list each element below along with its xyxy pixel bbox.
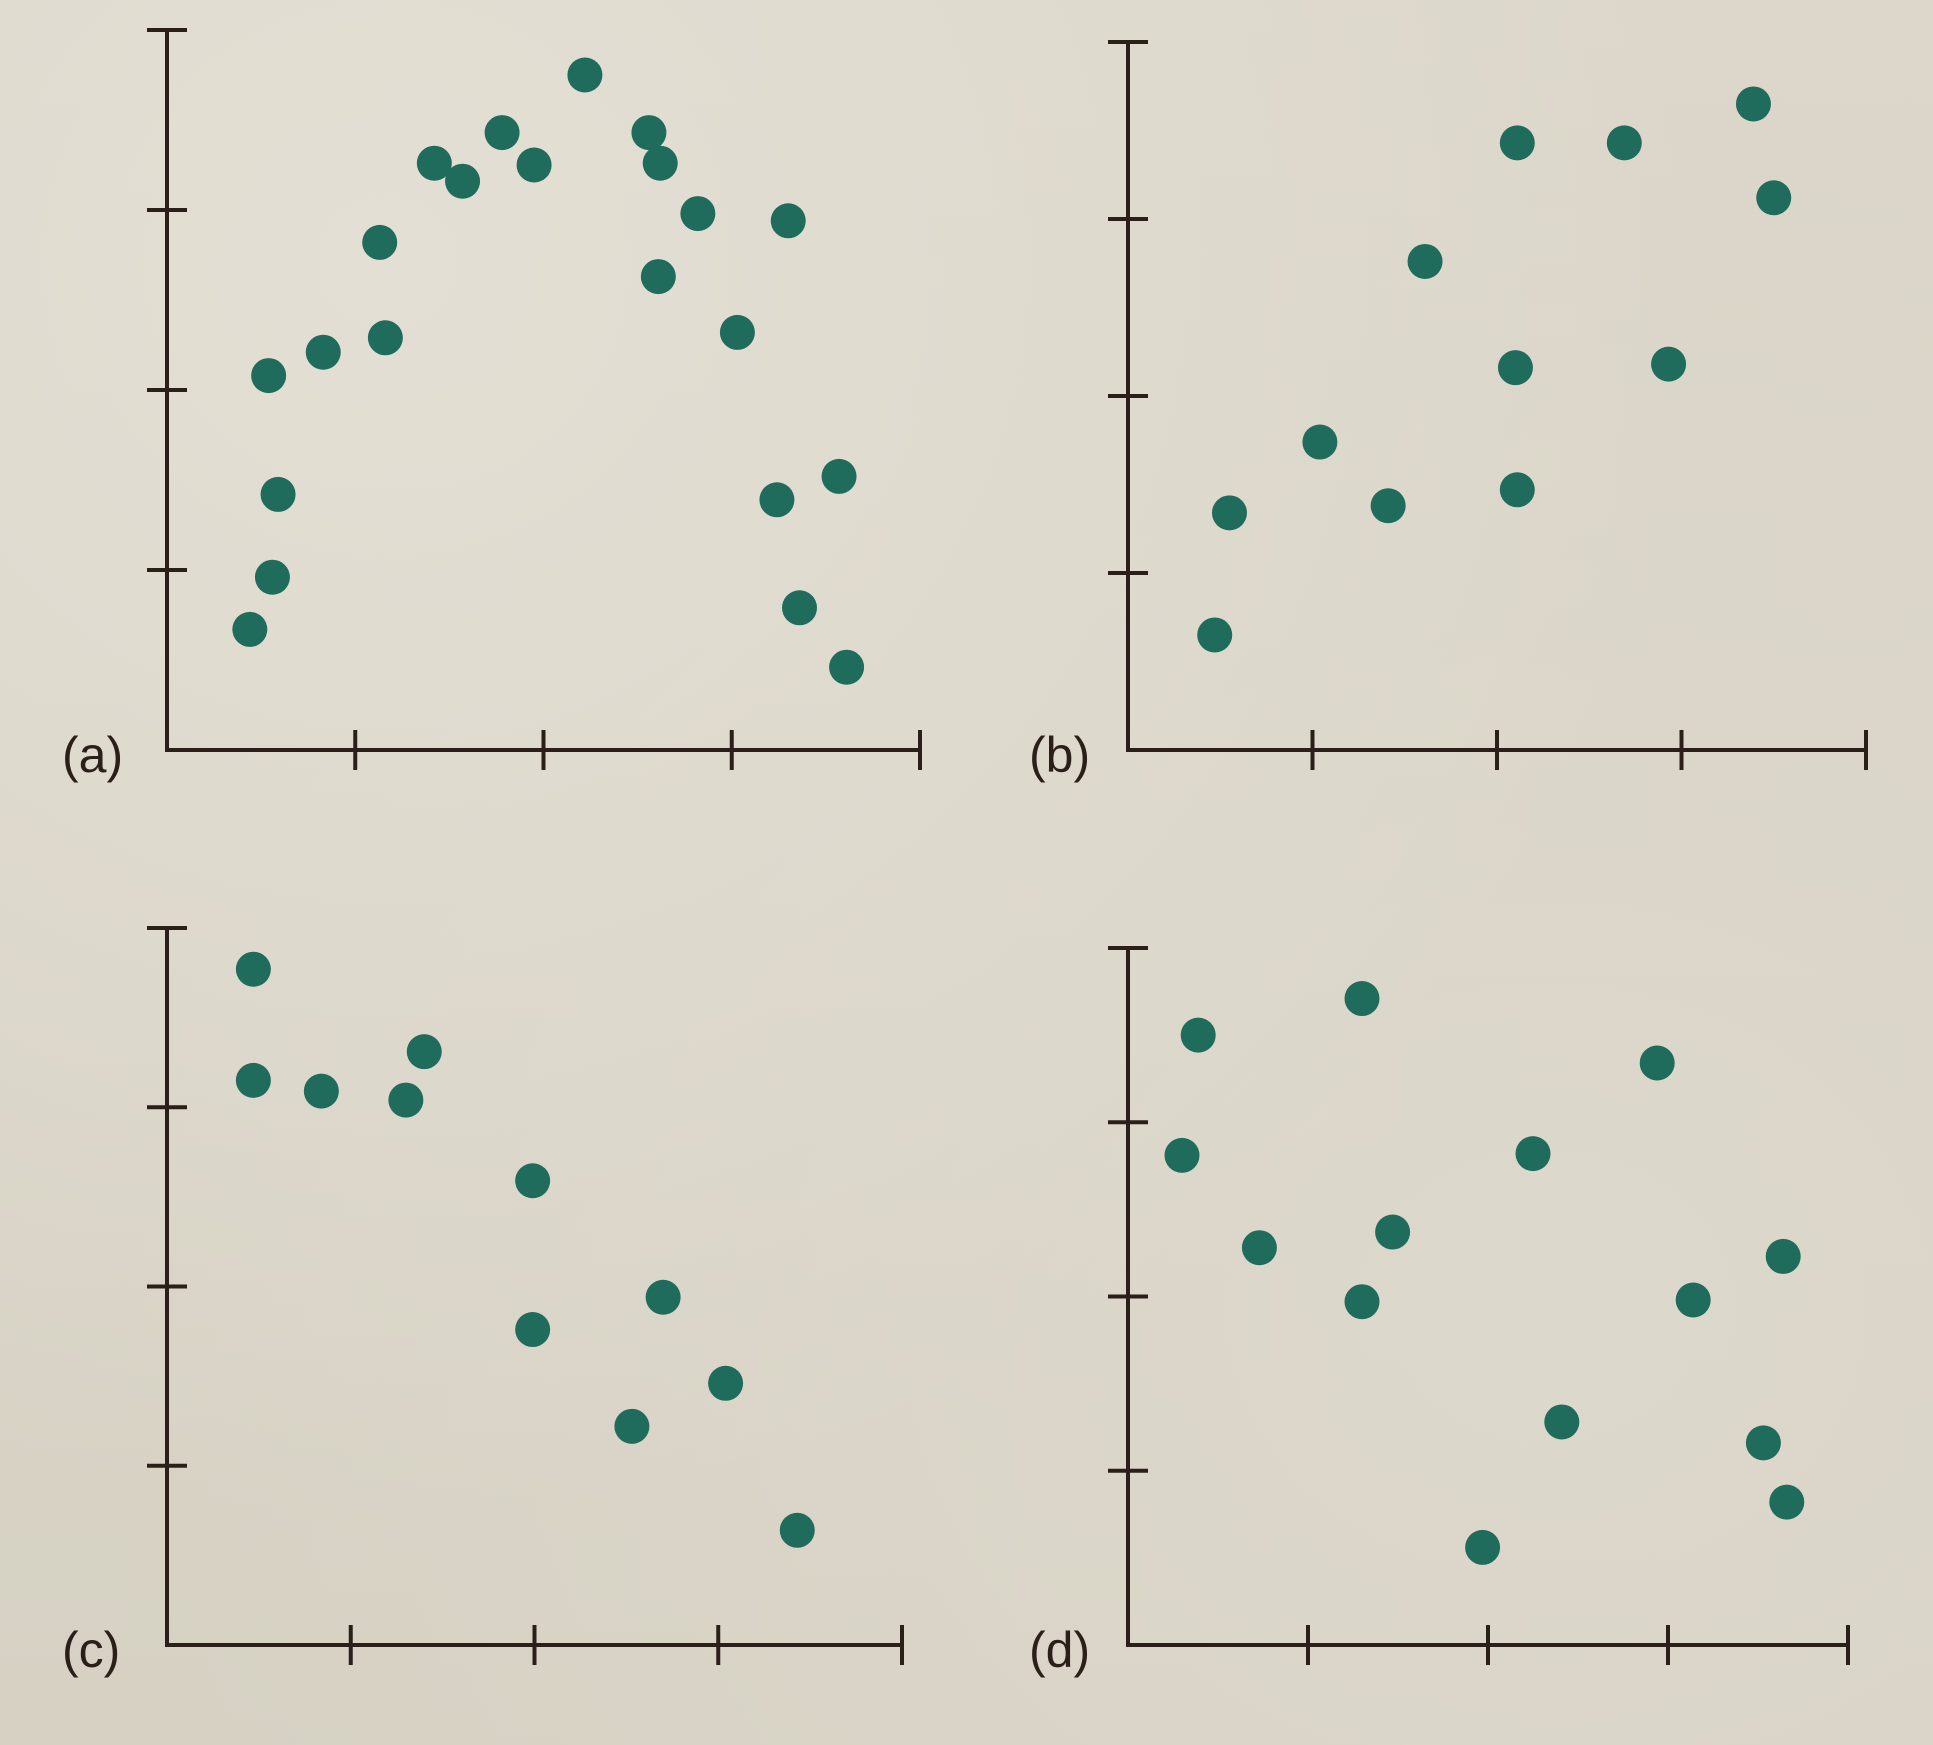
panel-d-point <box>1344 981 1380 1017</box>
panel-a-point <box>445 163 481 199</box>
panel-c-point <box>235 951 271 987</box>
panel-c-point <box>235 1062 271 1098</box>
panel-b-point <box>1407 243 1443 279</box>
panel-a-point <box>640 259 676 295</box>
panel-a-point <box>719 314 755 350</box>
panel-c-point <box>708 1365 744 1401</box>
panel-b-point <box>1606 125 1642 161</box>
panel-d-point <box>1745 1425 1781 1461</box>
panel-b-point <box>1651 346 1687 382</box>
panel-d-point <box>1544 1404 1580 1440</box>
panel-a-point <box>631 115 667 151</box>
panel-d-point <box>1180 1017 1216 1053</box>
panel-a-point <box>416 145 452 181</box>
panel-a-point <box>642 145 678 181</box>
panel-d-point <box>1675 1282 1711 1318</box>
panel-c-point <box>614 1408 650 1444</box>
panel-a-point <box>516 147 552 183</box>
panel-a-point <box>567 57 603 93</box>
panel-d-point <box>1639 1045 1675 1081</box>
panel-c-point <box>303 1073 339 1109</box>
panel-d-point <box>1765 1238 1801 1274</box>
panel-a-point <box>829 649 865 685</box>
panel-c-point <box>515 1163 551 1199</box>
panel-d-point <box>1344 1284 1380 1320</box>
panel-c-point <box>515 1312 551 1348</box>
panel-d-point <box>1465 1529 1501 1565</box>
panel-b-label: (b) <box>1029 727 1090 783</box>
panel-b-point <box>1756 180 1792 216</box>
panel-b-point <box>1499 472 1535 508</box>
panel-a-point <box>305 334 341 370</box>
panel-a-point <box>232 611 268 647</box>
panel-a-point <box>254 559 290 595</box>
panel-c: (c) <box>62 926 904 1678</box>
panel-a-point <box>821 458 857 494</box>
panel-a-label: (a) <box>62 727 123 783</box>
panel-a-point <box>260 476 296 512</box>
panel-a-point <box>367 320 403 356</box>
panel-d: (d) <box>1029 946 1850 1678</box>
panel-d-point <box>1164 1137 1200 1173</box>
panel-c-point <box>406 1034 442 1070</box>
panel-a-point <box>362 224 398 260</box>
panel-b-point <box>1497 350 1533 386</box>
panel-d-point <box>1769 1484 1805 1520</box>
panel-b-point <box>1211 495 1247 531</box>
panel-c-label: (c) <box>62 1622 120 1678</box>
panel-b-point <box>1197 617 1233 653</box>
panel-a-point <box>680 196 716 232</box>
panel-c-point <box>388 1082 424 1118</box>
panel-b-point <box>1302 424 1338 460</box>
panel-c-point <box>779 1512 815 1548</box>
panel-b: (b) <box>1029 40 1868 783</box>
panel-a: (a) <box>62 28 922 783</box>
panel-d-point <box>1515 1136 1551 1172</box>
panel-a-point <box>251 358 287 394</box>
panel-d-point <box>1241 1230 1277 1266</box>
panel-a-point <box>782 590 818 626</box>
panel-b-point <box>1735 86 1771 122</box>
panel-a-point <box>770 203 806 239</box>
panel-d-point <box>1375 1214 1411 1250</box>
panel-b-point <box>1499 125 1535 161</box>
panel-d-label: (d) <box>1029 1622 1090 1678</box>
panel-b-point <box>1370 488 1406 524</box>
panel-a-point <box>759 482 795 518</box>
panel-a-point <box>484 115 520 151</box>
panel-c-point <box>645 1279 681 1315</box>
